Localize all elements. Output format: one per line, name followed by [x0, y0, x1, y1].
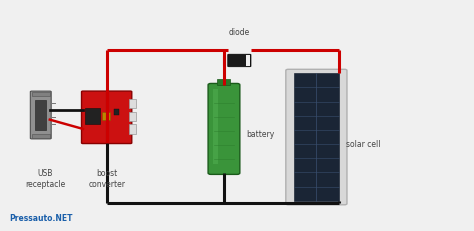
FancyBboxPatch shape	[286, 70, 347, 205]
Text: diode: diode	[229, 28, 250, 37]
Bar	[213, 90, 218, 164]
Text: USB
receptacle: USB receptacle	[25, 169, 65, 189]
Bar	[129, 99, 136, 109]
Bar	[35, 100, 46, 131]
Text: boost
converter: boost converter	[88, 169, 125, 189]
Bar	[246, 55, 250, 67]
FancyBboxPatch shape	[208, 84, 240, 175]
Text: battery: battery	[246, 129, 275, 138]
Bar	[294, 74, 339, 201]
Bar	[32, 92, 50, 97]
FancyBboxPatch shape	[30, 92, 51, 139]
FancyBboxPatch shape	[82, 92, 132, 144]
Bar	[218, 80, 230, 85]
Bar	[85, 109, 100, 125]
Bar	[32, 134, 50, 139]
Bar	[129, 112, 136, 121]
Bar	[102, 112, 110, 120]
Text: Pressauto.NET: Pressauto.NET	[9, 213, 73, 222]
Bar	[129, 125, 136, 134]
Text: solar cell: solar cell	[346, 139, 381, 148]
FancyBboxPatch shape	[228, 55, 251, 67]
Bar	[114, 110, 119, 116]
